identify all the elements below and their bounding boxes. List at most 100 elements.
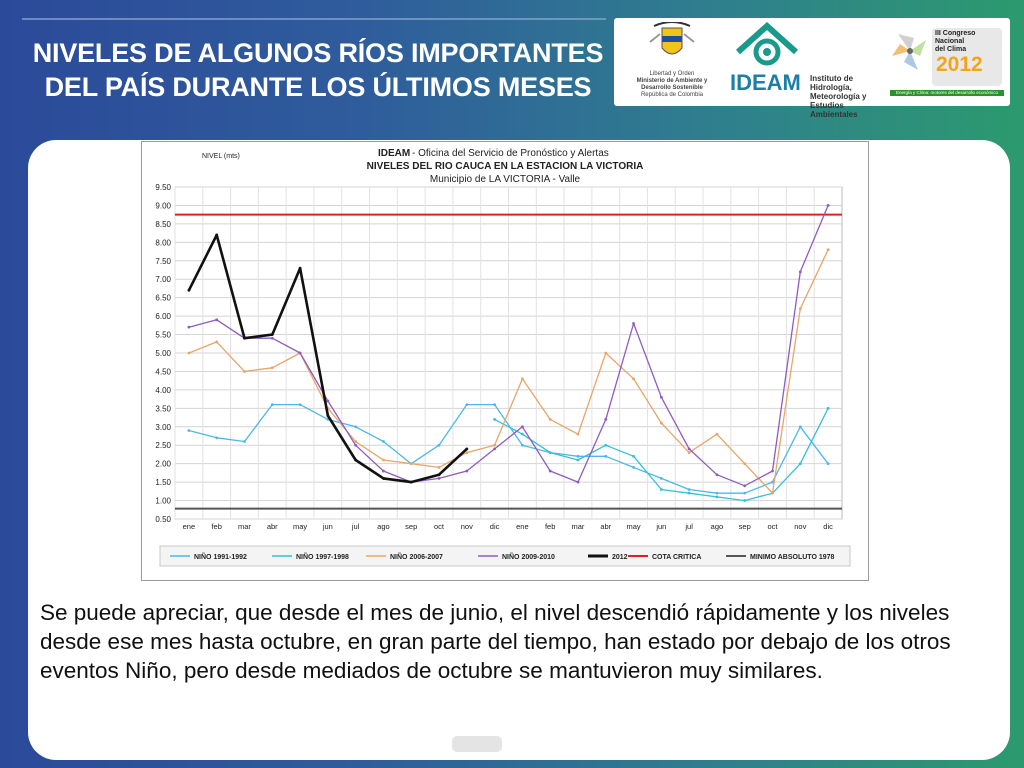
chart-title-org: IDEAM: [378, 148, 410, 159]
y-tick-label: 8.00: [155, 238, 171, 247]
congress-line3: del Clima: [935, 46, 967, 53]
ideam-sub-line3: Estudios Ambientales: [810, 101, 858, 119]
x-tick-label: oct: [768, 522, 779, 531]
data-point-nino_2009: [715, 473, 719, 477]
data-point-y2012: [465, 447, 469, 451]
x-tick-label: dic: [823, 522, 833, 531]
data-point-nino_2006: [743, 462, 747, 466]
series-line-nino_2009: [188, 205, 829, 487]
data-point-nino_1991: [493, 403, 497, 407]
data-point-nino_1997: [493, 418, 497, 421]
y-tick-label: 4.50: [155, 367, 171, 376]
legend-label: NIÑO 1991-1992: [194, 552, 247, 561]
x-tick-label: may: [293, 522, 307, 531]
data-point-nino_2006: [715, 432, 719, 436]
y-tick-label: 3.50: [155, 404, 171, 413]
data-point-nino_2009: [659, 395, 663, 399]
data-point-y2012: [215, 233, 219, 237]
title-rule: [22, 18, 606, 20]
y-tick-label: 7.50: [155, 257, 171, 266]
y-tick-label: 1.50: [155, 478, 171, 487]
x-tick-label: may: [626, 522, 640, 531]
data-point-y2012: [326, 414, 330, 418]
legend-frame: [159, 545, 851, 567]
x-tick-label: jun: [322, 522, 333, 531]
ideam-logo: IDEAM Instituto de Hidrología, Meteorolo…: [726, 22, 886, 119]
congress-year: 2012: [936, 53, 983, 76]
data-point-y2012: [354, 458, 358, 462]
slide-title-line2: DEL PAÍS DURANTE LOS ÚLTIMOS MESES: [44, 72, 592, 102]
y-tick-label: 3.00: [155, 423, 171, 432]
data-point-nino_1991: [798, 425, 802, 429]
data-point-nino_2009: [493, 447, 497, 451]
data-point-nino_1997: [520, 432, 524, 436]
legend-label: COTA CRITICA: [652, 554, 701, 561]
data-point-nino_1997: [604, 443, 608, 447]
x-tick-label: ago: [377, 522, 390, 531]
x-tick-label: jul: [351, 522, 360, 531]
data-point-nino_2006: [520, 377, 524, 381]
data-point-nino_1991: [826, 462, 830, 466]
data-point-nino_2009: [187, 325, 191, 329]
data-point-nino_1997: [715, 495, 719, 499]
data-point-nino_1991: [382, 440, 385, 443]
legend-label: NIÑO 2009-2010: [502, 552, 555, 561]
x-tick-label: mar: [238, 522, 251, 531]
y-tick-label: 4.00: [155, 386, 171, 395]
y-tick-label: 6.00: [155, 312, 171, 321]
y-tick-label: 6.50: [155, 294, 171, 303]
data-point-y2012: [243, 336, 246, 340]
data-point-nino_2006: [465, 451, 469, 454]
congress-logo: III Congreso Nacional del Clima 2012 Ene…: [890, 22, 1006, 102]
data-point-nino_1991: [687, 488, 691, 491]
data-point-nino_2009: [298, 351, 302, 355]
data-point-nino_2009: [604, 418, 608, 421]
data-point-nino_2009: [465, 469, 469, 473]
data-point-nino_1997: [743, 499, 747, 502]
data-point-nino_2006: [215, 340, 219, 344]
data-point-nino_2009: [520, 425, 524, 429]
data-point-nino_1991: [298, 403, 302, 407]
ministry-line3: Desarrollo Sostenible: [641, 85, 703, 91]
x-tick-label: feb: [211, 522, 221, 531]
data-point-nino_1991: [715, 491, 719, 495]
data-point-nino_2009: [326, 399, 330, 403]
slide-title-line1: NIVELES DE ALGUNOS RÍOS IMPORTANTES: [32, 38, 604, 68]
footer-watermark: [452, 736, 502, 752]
data-point-nino_2006: [771, 491, 774, 495]
x-tick-label: ene: [183, 522, 196, 531]
data-point-y2012: [187, 288, 191, 292]
data-point-nino_2006: [604, 351, 608, 355]
data-point-nino_1997: [548, 451, 552, 454]
chart-container: IDEAM - Oficina del Servicio de Pronósti…: [141, 141, 869, 581]
y-tick-label: 5.00: [155, 349, 171, 358]
ministry-line4: República de Colombia: [640, 92, 704, 98]
legend-label: NIÑO 2006-2007: [390, 552, 443, 561]
data-point-nino_1991: [520, 443, 524, 447]
data-point-y2012: [382, 477, 385, 480]
ideam-eye-icon: [735, 22, 799, 66]
x-tick-label: ago: [711, 522, 724, 531]
x-tick-label: sep: [739, 522, 751, 531]
plot-area: 0.50 1.00 1.50 2.00 2.50 3.00 3.50 4.00 4.50 5.00…: [155, 183, 843, 531]
data-point-y2012: [270, 333, 274, 336]
data-point-nino_2009: [687, 447, 691, 451]
data-point-nino_2009: [771, 469, 774, 473]
y-tick-label: 2.00: [155, 460, 171, 469]
chart-title-office: - Oficina del Servicio de Pronóstico y A…: [412, 148, 609, 159]
x-tick-label: ene: [516, 522, 529, 531]
legend-label: MINIMO ABSOLUTO 1978: [750, 554, 835, 561]
series-line-nino_1991: [188, 403, 829, 494]
data-point-y2012: [409, 480, 413, 484]
data-point-nino_2006: [632, 377, 635, 381]
series-line-nino_2006: [188, 249, 829, 494]
data-point-nino_1991: [576, 454, 580, 458]
data-point-nino_2009: [632, 322, 635, 325]
y-tick-label: 1.00: [155, 497, 171, 506]
data-point-nino_2006: [409, 462, 413, 466]
ministry-line1: Libertad y Orden: [649, 71, 695, 77]
data-point-nino_1991: [659, 477, 663, 480]
data-point-nino_2009: [743, 484, 747, 488]
y-tick-label: 2.50: [155, 441, 171, 450]
x-tick-label: nov: [794, 522, 806, 531]
